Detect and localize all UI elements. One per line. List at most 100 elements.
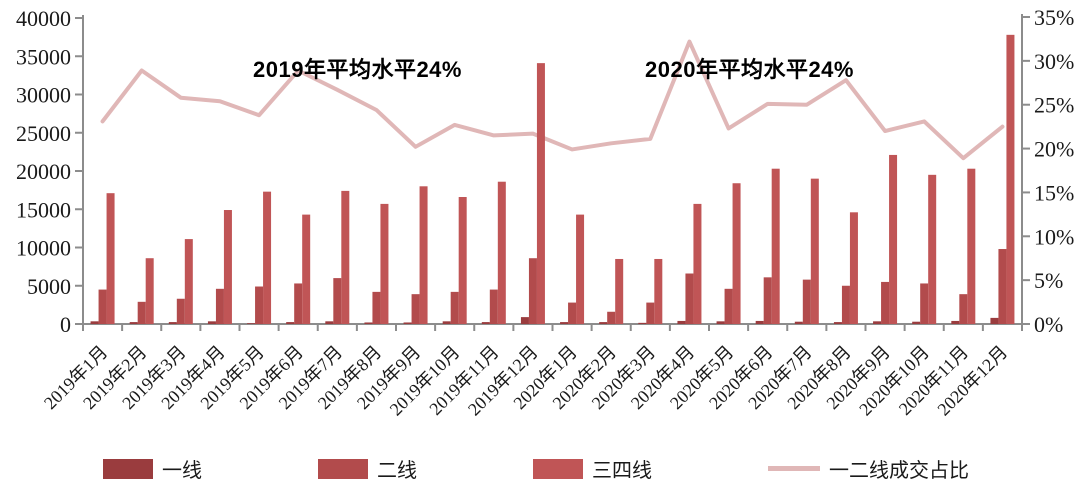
bar-二线	[881, 281, 890, 324]
bar-二线	[959, 294, 968, 324]
right-axis-tick-label: 35%	[1034, 5, 1074, 30]
bar-三四线	[302, 214, 311, 324]
bar-二线	[255, 286, 264, 324]
left-axis-tick-label: 35000	[16, 44, 71, 69]
bar-三四线	[849, 212, 858, 324]
bar-一线	[638, 322, 647, 324]
line-series-一二线成交占比	[100, 39, 1005, 161]
bar-三四线	[223, 210, 232, 324]
yixian-swatch-icon	[103, 458, 153, 479]
left-axis-tick-label: 25000	[16, 121, 71, 146]
bar-一线	[560, 322, 569, 324]
right-axis-tick-label: 10%	[1034, 224, 1074, 249]
bar-三四线	[263, 191, 272, 324]
bar-一线	[677, 320, 686, 324]
bar-二线	[411, 294, 420, 324]
left-axis-tick-label: 0	[60, 312, 71, 337]
legend: 一线 二线 三四线 一二线成交占比	[103, 454, 969, 483]
bar-三四线	[106, 193, 115, 324]
bar-一线	[873, 321, 882, 324]
bar-二线	[450, 291, 459, 324]
bar-一线	[403, 322, 412, 324]
left-axis-tick-label: 30000	[16, 83, 71, 108]
bar-三四线	[576, 214, 585, 324]
bar-一线	[833, 322, 842, 324]
annotation-2019-average: 2019年平均水平24%	[253, 57, 462, 82]
line-series-swatch-icon	[768, 466, 820, 471]
bar-三四线	[810, 178, 819, 324]
bar-一线	[325, 321, 334, 324]
bar-二线	[568, 302, 577, 324]
bar-二线	[685, 273, 694, 324]
bar-一线	[286, 322, 295, 324]
left-axis-tick-label: 15000	[16, 197, 71, 222]
bar-一线	[129, 322, 138, 324]
bar-三四线	[1006, 34, 1015, 324]
bar-三四线	[380, 203, 389, 324]
bar-一线	[90, 321, 99, 324]
bar-二线	[215, 288, 224, 324]
right-axis-tick-label: 30%	[1034, 49, 1074, 74]
bar-一线	[442, 321, 451, 324]
bar-二线	[98, 289, 107, 324]
bar-一线	[364, 322, 373, 324]
bar-二线	[841, 285, 850, 324]
bar-一线	[247, 323, 256, 324]
bar-三四线	[771, 168, 780, 324]
bar-二线	[528, 258, 537, 324]
bar-三四线	[458, 197, 467, 324]
left-axis-tick-label: 40000	[16, 6, 71, 31]
bar-三四线	[145, 258, 154, 324]
bar-三四线	[615, 258, 624, 324]
bar-二线	[137, 301, 146, 324]
legend-label: 一二线成交占比	[829, 460, 969, 482]
left-axis-tick-label: 10000	[16, 236, 71, 261]
bar-一线	[207, 321, 216, 324]
bar-二线	[802, 279, 811, 324]
bar-三四线	[928, 174, 937, 324]
bar-三四线	[419, 186, 428, 324]
right-axis-tick-label: 0%	[1034, 312, 1063, 337]
bar-一线	[168, 322, 177, 324]
bar-二线	[998, 249, 1007, 324]
bar-一线	[599, 322, 608, 324]
right-axis-tick-label: 25%	[1034, 93, 1074, 118]
left-axis-tick-label: 5000	[27, 274, 71, 299]
right-axis-tick-label: 15%	[1034, 180, 1074, 205]
bar-二线	[176, 298, 185, 324]
legend-item-yixian: 一线	[103, 454, 202, 483]
bar-二线	[372, 291, 381, 324]
right-axis-tick-label: 5%	[1034, 268, 1063, 293]
bar-一线	[951, 320, 960, 324]
bar-二线	[333, 278, 342, 324]
bar-一线	[912, 321, 921, 324]
bar-二线	[489, 289, 498, 324]
bar-三四线	[889, 154, 898, 324]
bar-三四线	[732, 183, 741, 324]
bar-二线	[646, 302, 655, 324]
bar-二线	[724, 288, 733, 324]
left-axis-tick-label: 20000	[16, 159, 71, 184]
bar-三四线	[341, 190, 350, 324]
legend-item-sansixian: 三四线	[533, 454, 652, 483]
legend-label: 二线	[377, 460, 417, 482]
bar-一线	[794, 321, 803, 324]
bar-一线	[481, 322, 490, 324]
bar-二线	[607, 311, 616, 324]
bar-三四线	[967, 168, 976, 324]
bar-三四线	[693, 203, 702, 324]
legend-label: 一线	[162, 460, 202, 482]
bar-三四线	[497, 181, 506, 324]
bar-一线	[716, 321, 725, 324]
bar-一线	[990, 317, 999, 324]
bar-一线	[520, 317, 529, 324]
bar-三四线	[536, 63, 545, 324]
sansixian-swatch-icon	[533, 458, 583, 479]
legend-item-line-ratio: 一二线成交占比	[768, 454, 969, 483]
erxian-swatch-icon	[318, 458, 368, 479]
annotation-2020-average: 2020年平均水平24%	[645, 57, 854, 82]
bar-三四线	[654, 258, 663, 324]
bar-二线	[920, 283, 929, 324]
